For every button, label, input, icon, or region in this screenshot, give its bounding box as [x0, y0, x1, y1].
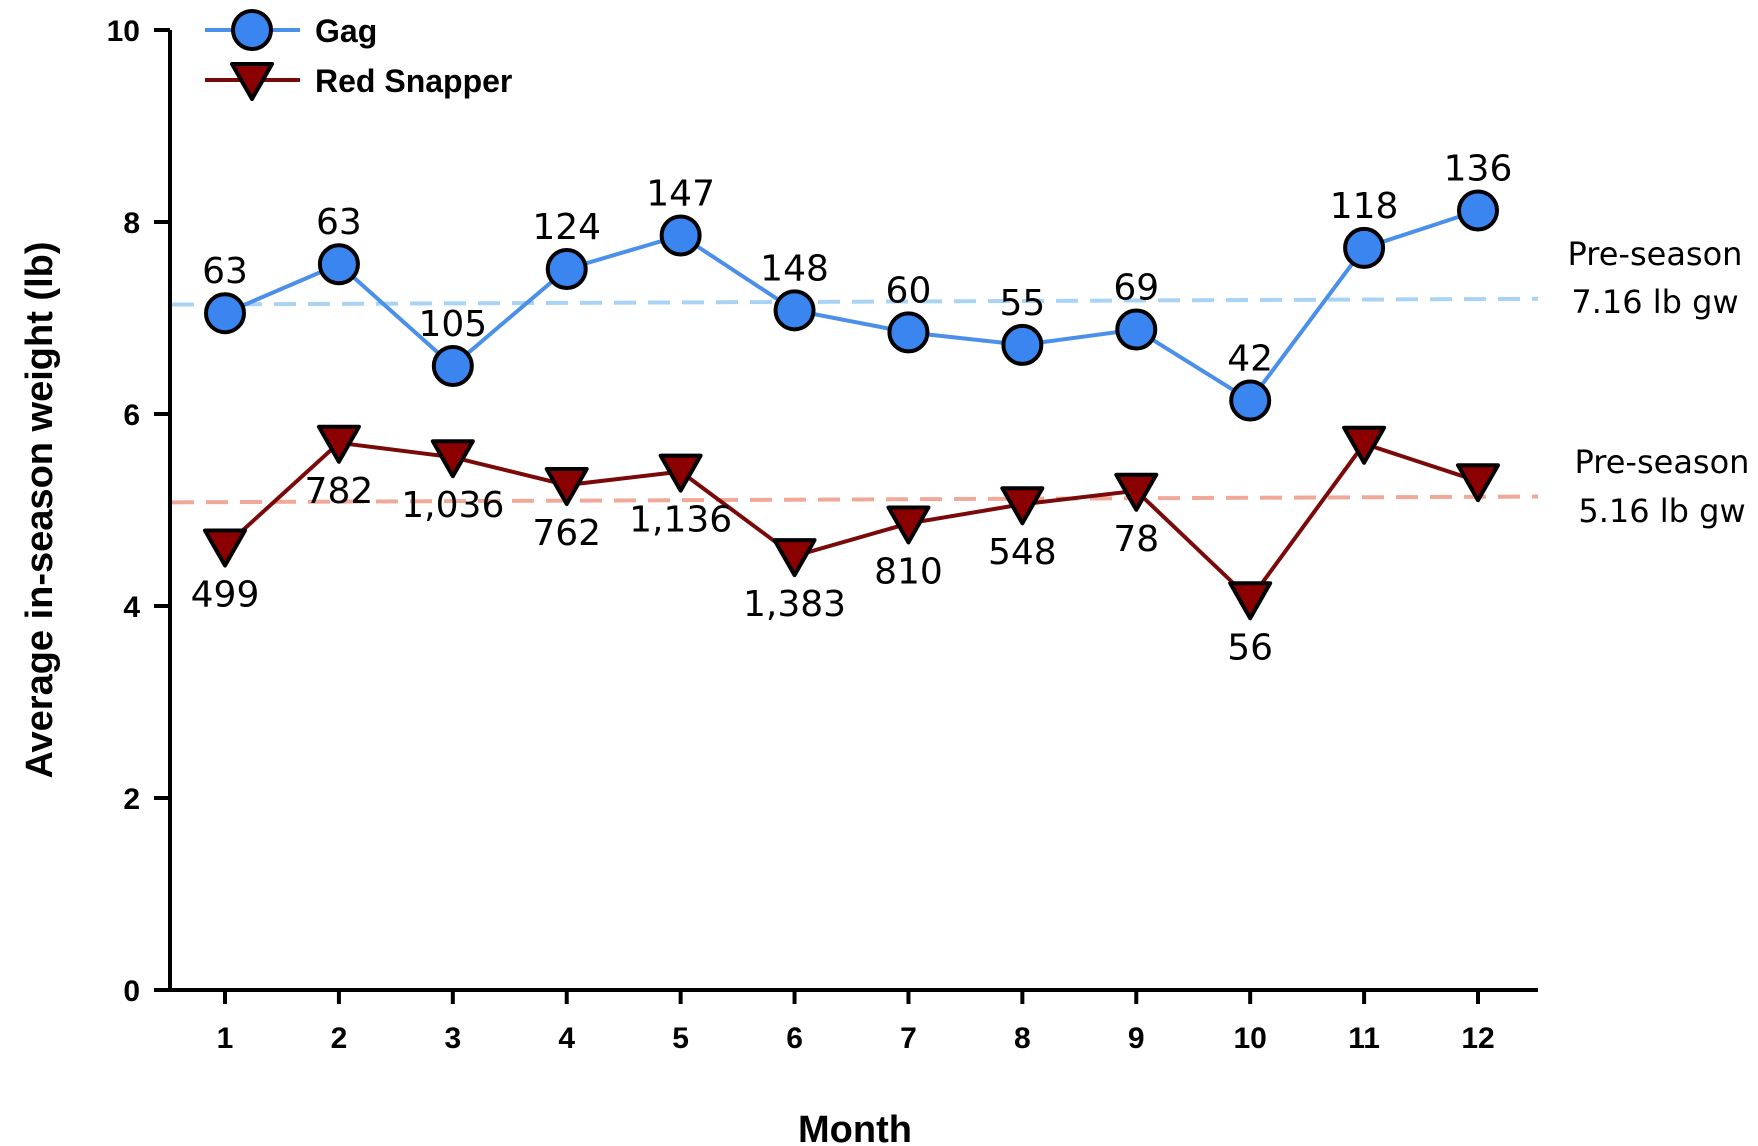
x-tick-label: 11	[1348, 1022, 1380, 1055]
gag-sample-size-label: 148	[760, 248, 829, 289]
reference-line-value: 5.16 lb gw	[1578, 492, 1745, 530]
gag-sample-size-label: 63	[202, 251, 248, 292]
gag-sample-size-label: 105	[418, 304, 487, 345]
reference-line-label: Pre-season	[1575, 443, 1750, 481]
gag-series-line	[224, 208, 1479, 404]
red-snapper-sample-size-label: 1,136	[629, 500, 732, 541]
legend-triangle-icon	[230, 62, 274, 101]
gag-data-point	[317, 243, 360, 286]
gag-data-point	[773, 289, 816, 332]
data-labels: 63 63 105 124 147 148 60 55 69 42 118 136 499 782 1,03…	[191, 148, 1513, 668]
x-tick-label: 12	[1461, 1022, 1494, 1055]
red-snapper-sample-size-label: 1,383	[743, 584, 846, 625]
red-snapper-data-point	[316, 424, 361, 464]
red-snapper-sample-size-label: 810	[874, 551, 943, 592]
gag-data-point	[1457, 189, 1499, 232]
axes: Month Average in-season weight (lb) 0 2 4 6…	[19, 15, 1538, 1146]
y-tick-label: 6	[123, 399, 140, 432]
red-snapper-data-point	[1342, 425, 1387, 465]
series-markers	[203, 189, 1500, 621]
gag-data-point	[545, 248, 588, 291]
red-snapper-sample-size-label: 499	[191, 574, 260, 615]
gag-data-point	[204, 292, 246, 335]
y-axis-title: Average in-season weight (lb)	[19, 241, 61, 778]
gag-sample-size-label: 136	[1444, 148, 1513, 189]
red-snapper-sample-size-label: 782	[305, 471, 374, 512]
red-snapper-data-point	[658, 453, 703, 493]
red-snapper-sample-size-label: 78	[1113, 519, 1159, 560]
gag-data-point	[1343, 226, 1386, 269]
gag-sample-size-label: 118	[1330, 186, 1399, 227]
x-tick-label: 5	[672, 1022, 689, 1055]
red-snapper-data-point	[886, 505, 931, 545]
gag-data-point	[1229, 379, 1272, 422]
red-snapper-data-point	[203, 528, 247, 568]
legend-circle-icon	[231, 9, 273, 51]
x-tick-label: 9	[1128, 1022, 1145, 1055]
gag-data-point	[431, 345, 474, 387]
y-tick-label: 0	[123, 975, 140, 1008]
red-snapper-sample-size-label: 548	[988, 532, 1057, 573]
pre-season-reference-line	[171, 494, 1539, 505]
red-snapper-data-point	[1456, 463, 1500, 503]
y-tick-label: 10	[107, 15, 140, 48]
gag-sample-size-label: 60	[886, 270, 932, 311]
gag-sample-size-label: 63	[316, 202, 362, 243]
x-tick-label: 8	[1014, 1022, 1031, 1055]
x-tick-label: 3	[444, 1022, 461, 1055]
gag-sample-size-label: 124	[532, 207, 601, 248]
gag-sample-size-label: 147	[646, 173, 715, 214]
x-tick-label: 4	[558, 1022, 575, 1055]
red-snapper-sample-size-label: 56	[1227, 627, 1273, 668]
legend-label: Gag	[315, 13, 377, 49]
reference-line-label: Pre-season	[1568, 235, 1743, 273]
x-tick-label: 2	[331, 1022, 348, 1055]
legend: Gag Red Snapper	[205, 9, 512, 101]
series-lines	[223, 208, 1479, 603]
gag-sample-size-label: 42	[1227, 339, 1273, 380]
gag-data-point	[887, 311, 930, 354]
x-tick-label: 6	[786, 1022, 803, 1055]
x-tick-label: 10	[1233, 1022, 1266, 1055]
gag-sample-size-label: 55	[999, 283, 1045, 324]
red-snapper-sample-size-label: 1,036	[401, 485, 504, 526]
gag-data-point	[659, 214, 702, 257]
gag-sample-size-label: 69	[1113, 268, 1159, 309]
x-tick-label: 1	[217, 1022, 234, 1055]
gag-data-point	[1115, 308, 1158, 351]
y-tick-label: 2	[123, 783, 140, 816]
x-axis-title: Month	[798, 1109, 912, 1146]
pre-season-reference-line	[171, 296, 1539, 307]
red-snapper-data-point	[430, 439, 475, 479]
red-snapper-data-point	[772, 538, 817, 578]
reference-lines: Pre-season 7.16 lb gw Pre-season 5.16 lb gw	[171, 235, 1750, 530]
x-tick-label: 7	[900, 1022, 917, 1055]
red-snapper-data-point	[544, 467, 589, 507]
red-snapper-data-point	[1114, 472, 1159, 512]
reference-line-value: 7.16 lb gw	[1571, 283, 1738, 321]
gag-data-point	[1001, 323, 1044, 366]
legend-label: Red Snapper	[315, 63, 512, 99]
red-snapper-series-line	[223, 440, 1479, 603]
red-snapper-data-point	[1228, 581, 1273, 621]
y-tick-label: 4	[123, 591, 140, 624]
y-tick-label: 8	[123, 207, 140, 240]
red-snapper-sample-size-label: 762	[532, 513, 601, 554]
red-snapper-data-point	[1000, 486, 1045, 526]
